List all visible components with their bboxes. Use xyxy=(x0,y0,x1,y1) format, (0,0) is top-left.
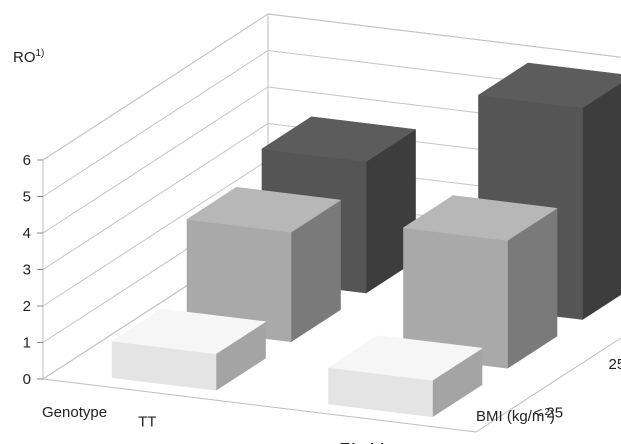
y-tick-label: 6 xyxy=(23,152,31,169)
bar xyxy=(328,335,483,418)
x-tick-label: TT xyxy=(138,413,156,430)
x-tick-label: TA+AA xyxy=(340,440,387,444)
bar-side-face xyxy=(582,82,621,320)
gridline xyxy=(42,13,621,161)
y-tick-label: 3 xyxy=(23,262,31,279)
y-tick-label: 0 xyxy=(23,371,31,388)
bar-top-face xyxy=(478,62,621,109)
depth-tick-label: < 25 xyxy=(534,405,564,422)
y-tick-label: 5 xyxy=(23,189,31,206)
y-tick-label: 2 xyxy=(23,298,31,315)
bar-top-face xyxy=(111,308,266,355)
chart-labels: RO1) Genotype BMI (kg/m2) 0 1 2 3 4 5 6 TT TA+AA… xyxy=(13,48,621,444)
bar-top-face xyxy=(186,187,341,233)
bar xyxy=(403,195,558,369)
bars xyxy=(111,62,621,418)
bar-top-face xyxy=(403,195,558,241)
bar xyxy=(186,187,341,343)
y-tick-label: 4 xyxy=(23,225,31,242)
bar-top-face xyxy=(328,335,483,381)
depth-tick-label: 25 – 28.9 xyxy=(609,356,621,373)
x-axis-label: Genotype xyxy=(42,404,107,421)
y-axis-label: RO1) xyxy=(13,48,44,66)
y-tick-label: 1 xyxy=(23,335,31,352)
bar xyxy=(111,308,266,391)
bar-top-face xyxy=(261,116,416,162)
depth-axis-label: BMI (kg/m2) xyxy=(476,407,555,425)
